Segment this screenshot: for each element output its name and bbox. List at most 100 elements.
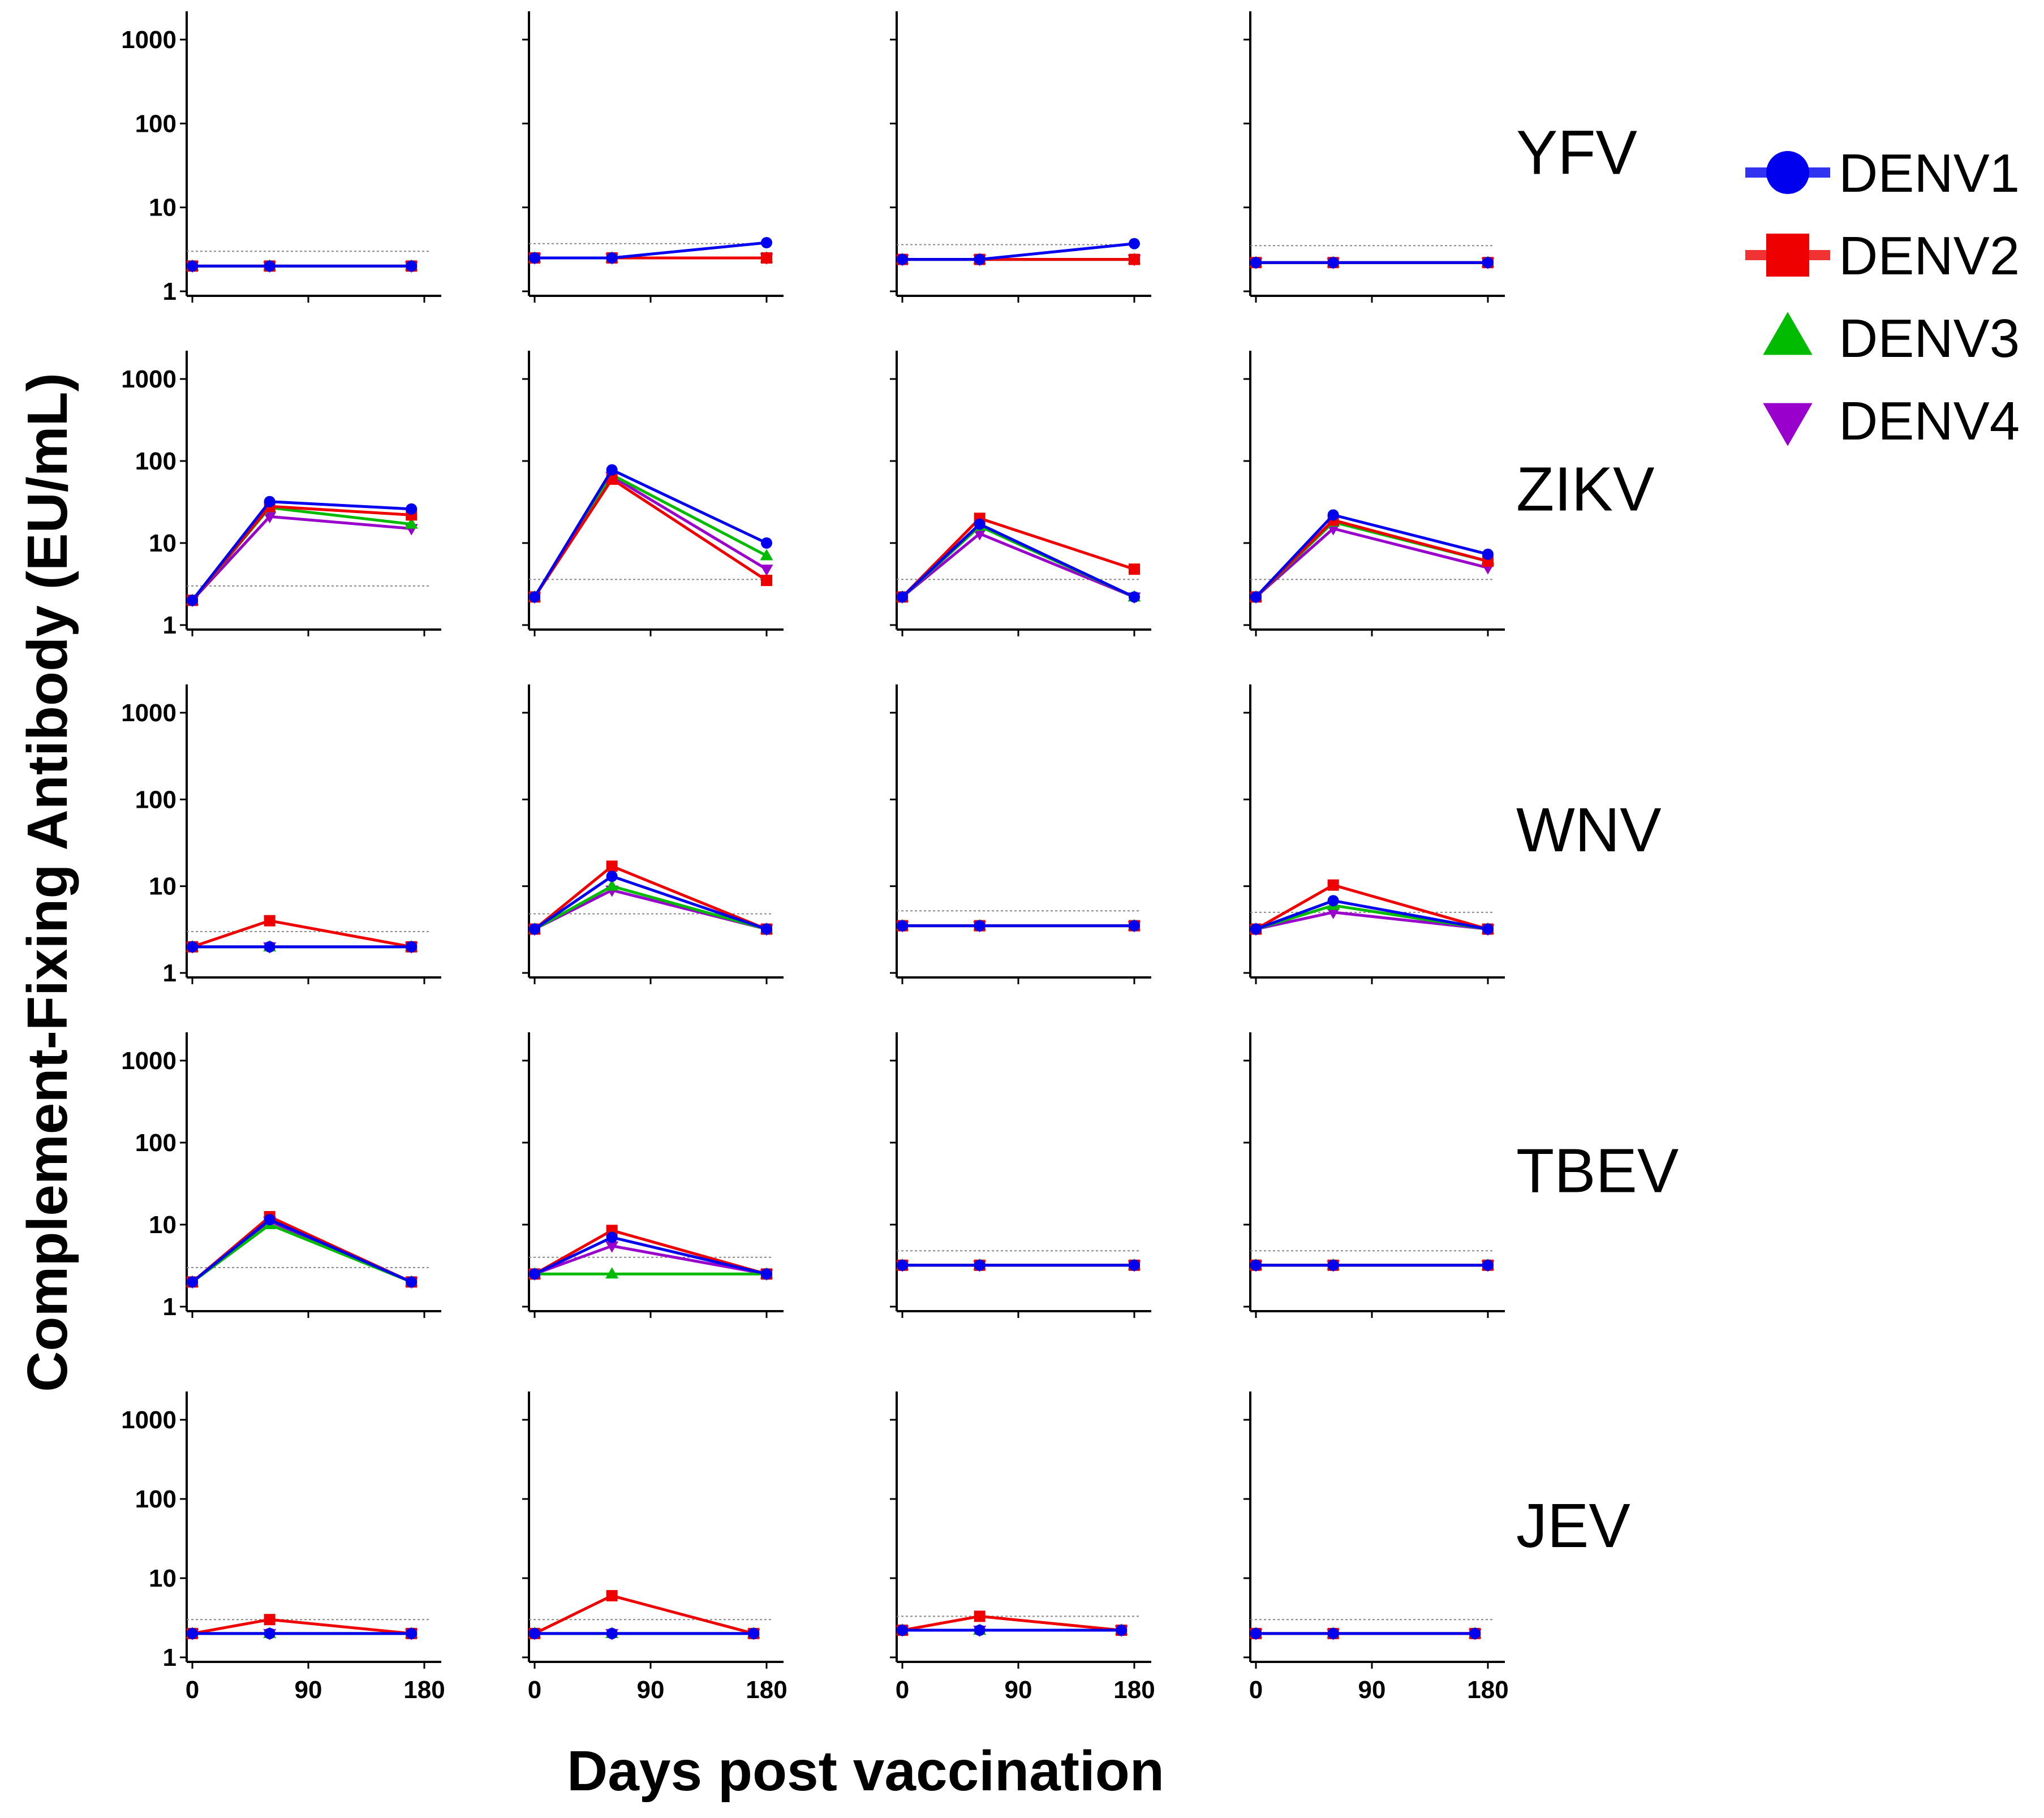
point-denv1 [606, 1231, 618, 1243]
x-tick-label: 90 [1358, 1676, 1386, 1704]
row-tbev: TBEV 1 10 100 1000 [121, 1032, 1679, 1321]
point-denv1 [1482, 257, 1494, 269]
panel [522, 1032, 784, 1318]
panel: 0 90 180 [522, 1391, 788, 1704]
panel: 1 10 100 1000 [121, 11, 441, 305]
y-tick-label: 100 [135, 786, 177, 813]
x-tick-label: 180 [1113, 1676, 1155, 1704]
x-tick-label: 180 [403, 1676, 445, 1704]
point-denv1 [974, 518, 986, 530]
point-denv1 [1327, 1259, 1339, 1271]
point-denv2 [761, 575, 772, 587]
point-denv1 [406, 1276, 418, 1288]
point-denv2 [264, 1614, 276, 1626]
row-wnv: WNV 1 10 100 1000 [121, 684, 1662, 987]
point-denv1 [761, 923, 772, 935]
series-line-denv3 [533, 884, 767, 930]
point-denv1 [1482, 548, 1494, 560]
y-tick-label: 100 [135, 1485, 177, 1513]
y-tick-label: 10 [149, 873, 177, 901]
x-axis-title: Days post vaccination [567, 1739, 1164, 1803]
point-denv1 [264, 1627, 276, 1639]
point-denv2 [606, 1590, 618, 1602]
series-line-denv4 [1255, 911, 1488, 931]
point-denv1 [529, 1627, 540, 1639]
series-line-denv1 [191, 1218, 412, 1283]
point-denv1 [1250, 257, 1262, 269]
point-denv1 [1250, 1259, 1262, 1271]
y-tick-label: 1000 [121, 1406, 177, 1434]
legend-item-denv1: DENV1 [1745, 143, 2020, 204]
point-denv1 [187, 260, 198, 272]
legend-label: DENV2 [1839, 226, 2020, 286]
legend-marker-denv3 [1763, 312, 1813, 355]
x-tick-label: 0 [186, 1676, 199, 1704]
point-denv1 [1327, 1627, 1339, 1639]
legend-item-denv4: DENV4 [1763, 391, 2020, 451]
y-tick-label: 1 [163, 1644, 177, 1671]
legend-label: DENV3 [1839, 308, 2020, 369]
series-line-denv2 [192, 919, 412, 949]
point-denv1 [187, 1276, 198, 1288]
point-denv1 [1250, 591, 1262, 603]
panel [522, 351, 784, 636]
row-label: TBEV [1516, 1136, 1679, 1206]
panel: 1 10 100 1000 [121, 1032, 441, 1321]
point-denv1 [529, 1268, 540, 1280]
point-denv1 [1129, 591, 1140, 603]
panel [1243, 11, 1505, 303]
panel [890, 684, 1151, 984]
y-tick-label: 100 [135, 447, 177, 475]
point-denv1 [406, 1627, 418, 1639]
legend-label: DENV1 [1839, 143, 2020, 204]
legend-marker-denv4 [1763, 403, 1813, 446]
row-jev: JEV 1 10 100 1000 0 90 180 0 90 180 0 90 180 0 90 180 [121, 1391, 1630, 1704]
point-denv1 [897, 1259, 908, 1271]
series-line-denv2 [191, 1215, 412, 1283]
x-tick-label: 0 [896, 1676, 909, 1704]
point-denv1 [897, 591, 908, 603]
y-tick-label: 1000 [121, 26, 177, 54]
series-line-denv1 [902, 242, 1135, 261]
point-denv3 [405, 517, 418, 529]
row-label: JEV [1516, 1491, 1630, 1561]
point-denv1 [606, 464, 618, 476]
point-denv2 [761, 252, 772, 264]
series-line-denv1 [1255, 513, 1488, 598]
point-denv1 [974, 1259, 986, 1271]
panel [1243, 684, 1505, 984]
series-line-denv2 [902, 1614, 1122, 1632]
point-denv1 [264, 260, 276, 272]
point-denv1 [761, 236, 772, 248]
point-denv1 [974, 920, 986, 932]
point-denv4 [1327, 907, 1340, 919]
point-denv1 [264, 941, 276, 953]
point-denv1 [264, 496, 276, 507]
panel [890, 1032, 1151, 1318]
row-label: ZIKV [1516, 455, 1655, 524]
point-denv1 [406, 941, 418, 953]
point-denv4 [973, 529, 987, 541]
panel [522, 11, 784, 303]
point-denv1 [748, 1627, 760, 1639]
point-denv3 [605, 879, 619, 891]
panel: 0 90 180 [1243, 1391, 1509, 1704]
point-denv3 [605, 1267, 619, 1279]
point-denv1 [406, 260, 418, 272]
series-line-denv2 [533, 1594, 754, 1635]
point-denv2 [974, 1610, 986, 1622]
point-denv1 [187, 941, 198, 953]
point-denv1 [761, 1268, 772, 1280]
y-tick-label: 1000 [121, 365, 177, 393]
legend: DENV1 DENV2 DENV3 DENV4 [1745, 143, 2020, 451]
panel: 0 90 180 [890, 1391, 1155, 1704]
point-denv1 [761, 537, 772, 549]
y-axis-title: Complement-Fixing Antibody (EU/mL) [16, 373, 79, 1392]
legend-marker-denv2 [1766, 234, 1809, 277]
point-denv1 [1327, 509, 1339, 521]
panel [890, 11, 1151, 303]
x-tick-label: 90 [295, 1676, 322, 1704]
series-line-denv2 [192, 1618, 412, 1635]
point-denv1 [187, 1627, 198, 1639]
point-denv1 [1482, 923, 1494, 935]
